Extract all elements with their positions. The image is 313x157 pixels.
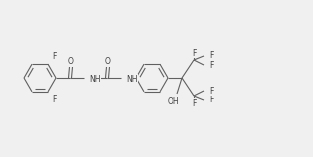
Text: F: F (209, 95, 213, 105)
Text: F: F (192, 49, 196, 57)
Text: NH: NH (126, 75, 137, 84)
Text: F: F (52, 52, 56, 61)
Text: F: F (209, 51, 213, 60)
Text: F: F (209, 60, 213, 70)
Text: F: F (192, 98, 196, 108)
Text: F: F (52, 95, 56, 104)
Text: O: O (105, 57, 111, 65)
Text: F: F (209, 87, 213, 95)
Text: NH: NH (89, 75, 100, 84)
Text: OH: OH (167, 97, 179, 106)
Text: O: O (68, 57, 74, 65)
